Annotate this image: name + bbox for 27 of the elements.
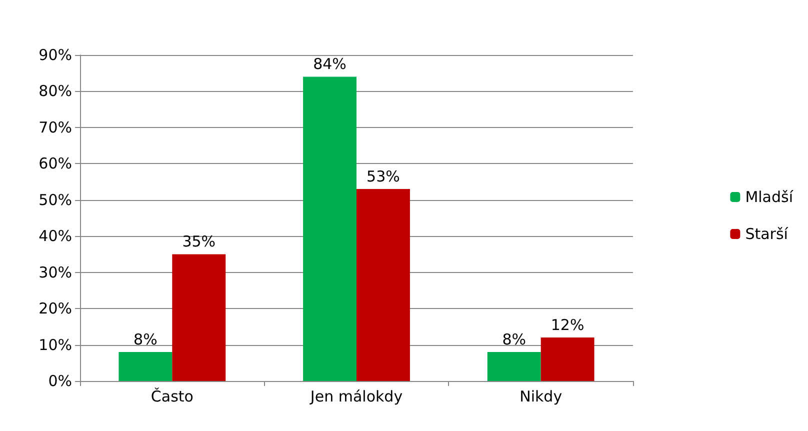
y-tick-label: 50% [38, 190, 72, 209]
x-tick-label: Jen málokdy [309, 388, 403, 406]
data-label: 84% [313, 55, 346, 74]
data-label: 53% [366, 168, 400, 186]
bar [303, 76, 356, 381]
bar [118, 352, 172, 381]
legend-label: Mladší [745, 188, 794, 206]
y-tick-label: 60% [38, 154, 72, 173]
bar [172, 254, 226, 381]
y-tick-label: 90% [38, 46, 72, 64]
y-tick-label: 30% [38, 263, 72, 282]
y-tick-label: 80% [38, 82, 72, 100]
y-tick-label: 10% [38, 336, 72, 354]
legend-label: Starší [745, 225, 789, 243]
bar [356, 189, 410, 381]
data-label: 8% [502, 330, 526, 349]
data-label: 12% [550, 316, 584, 334]
bar [487, 352, 541, 381]
y-tick-label: 20% [38, 300, 72, 318]
data-label: 8% [134, 330, 158, 349]
y-tick-label: 0% [48, 372, 72, 390]
data-label: 35% [182, 232, 216, 251]
x-tick-label: Často [150, 388, 194, 406]
bar [540, 338, 594, 381]
y-tick-label: 70% [38, 118, 72, 136]
x-tick-label: Nikdy [520, 388, 562, 406]
y-tick-label: 40% [38, 227, 72, 246]
